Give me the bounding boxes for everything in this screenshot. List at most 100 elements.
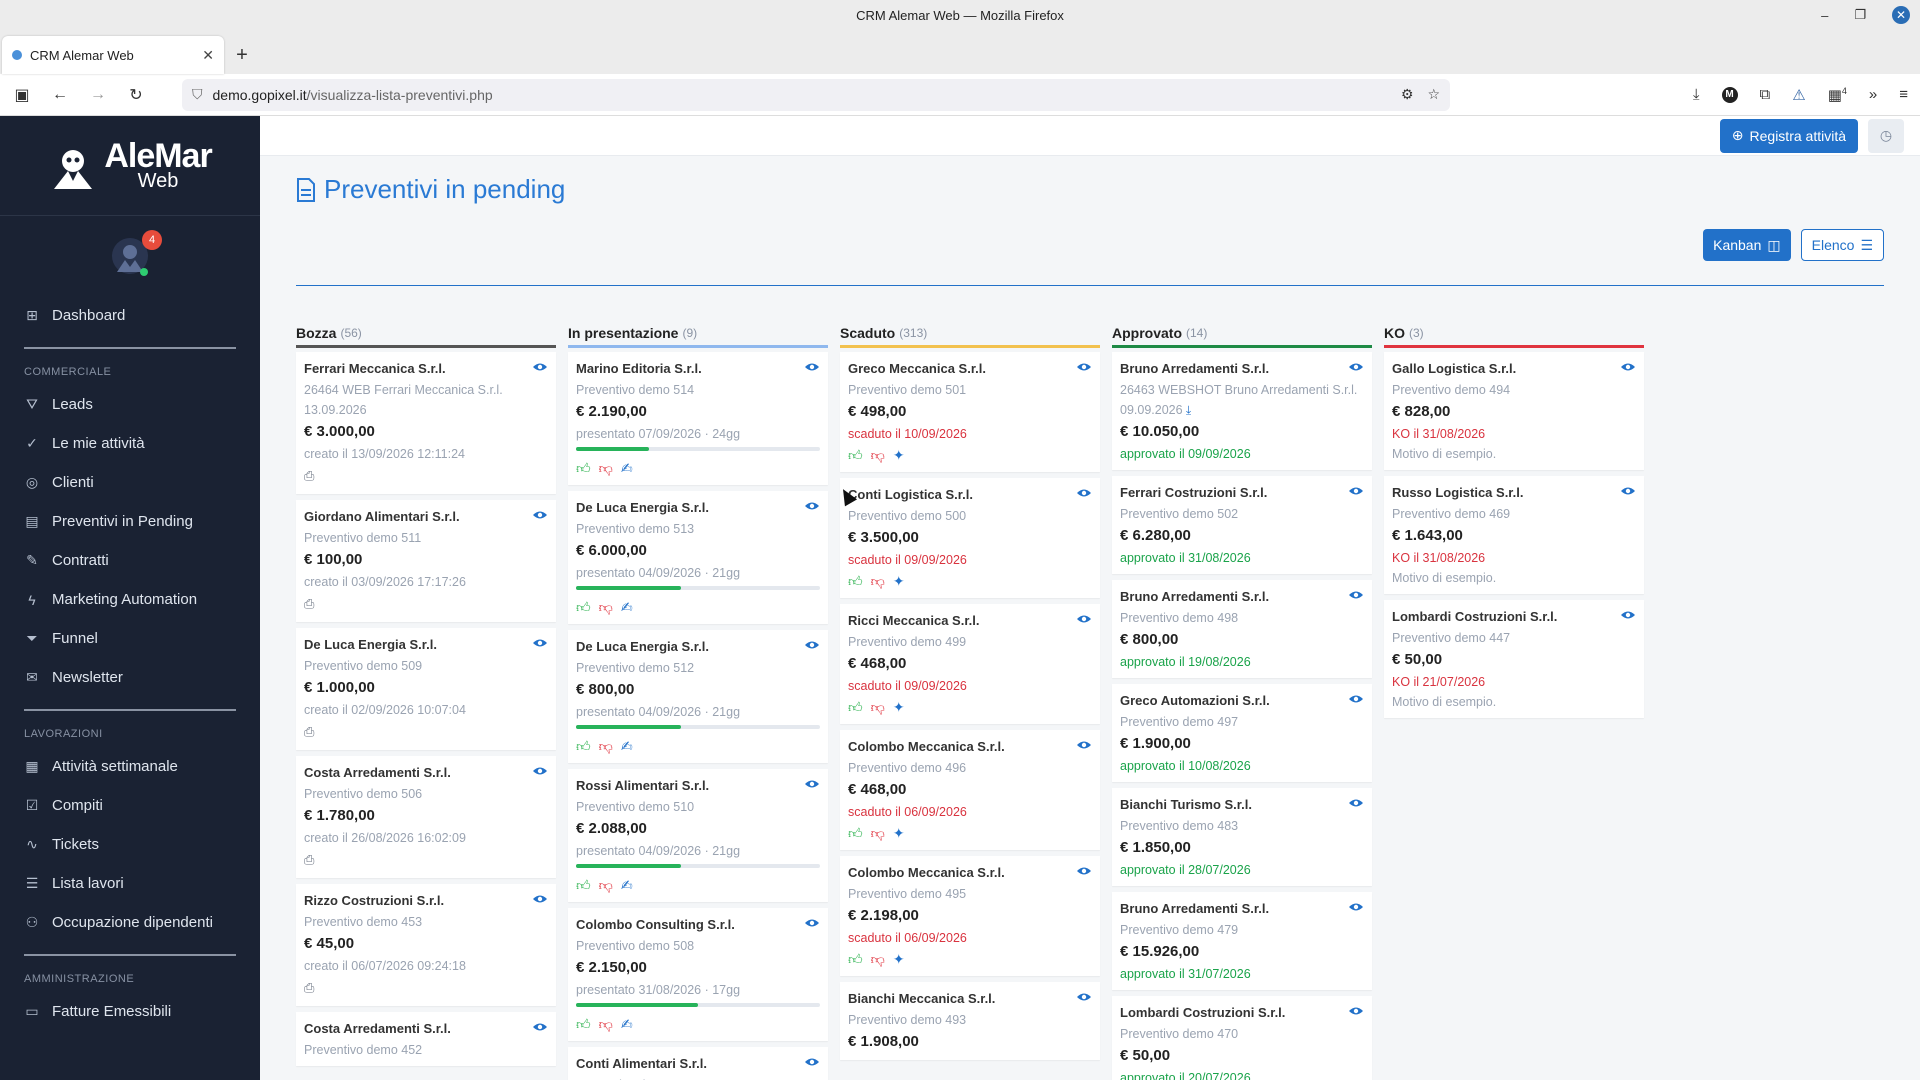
view-eye-icon[interactable] (804, 779, 820, 789)
history-button[interactable]: ◷ (1868, 118, 1904, 153)
quote-card[interactable]: Greco Meccanica S.r.l. Preventivo demo 50… (840, 352, 1100, 472)
menu-icon[interactable]: ≡ (1899, 86, 1908, 103)
view-eye-icon[interactable] (532, 362, 548, 372)
approve-thumbs-up-icon[interactable]: 👍︎ (576, 459, 591, 476)
quote-card[interactable]: Colombo Meccanica S.r.l. Preventivo demo … (840, 856, 1100, 976)
view-eye-icon[interactable] (1620, 362, 1636, 372)
extension-icon[interactable]: ⧉ (1759, 86, 1771, 103)
renew-wand-icon[interactable]: ✦ (892, 950, 905, 967)
renew-wand-icon[interactable]: ✦ (892, 824, 905, 841)
view-eye-icon[interactable] (1076, 614, 1092, 624)
quote-card[interactable]: Gallo Logistica S.r.l. Preventivo demo 49… (1384, 352, 1644, 470)
reject-thumbs-down-icon[interactable]: 👎︎ (598, 1015, 613, 1032)
view-eye-icon[interactable] (1620, 610, 1636, 620)
sidebar-item-lista-lavori[interactable]: ☰ Lista lavori (0, 864, 260, 903)
download-icon[interactable]: ⤓ (1692, 86, 1700, 103)
view-eye-icon[interactable] (804, 1057, 820, 1067)
sidebar-item-occupazione-dipendenti[interactable]: ⚇ Occupazione dipendenti (0, 903, 260, 942)
approve-thumbs-up-icon[interactable]: 👍︎ (576, 876, 591, 893)
view-eye-icon[interactable] (1348, 1006, 1364, 1016)
print-icon[interactable]: ⎙ (304, 980, 315, 995)
approve-thumbs-up-icon[interactable]: 👍︎ (848, 950, 863, 967)
view-eye-icon[interactable] (1076, 992, 1092, 1002)
edit-signature-icon[interactable]: ✍ (620, 459, 633, 476)
view-eye-icon[interactable] (532, 894, 548, 904)
sidebar-item-newsletter[interactable]: ✉ Newsletter (0, 658, 260, 697)
back-icon[interactable]: ← (52, 85, 68, 103)
print-icon[interactable]: ⎙ (304, 468, 315, 483)
download-icon[interactable]: ⤓ (1182, 403, 1192, 417)
avatar[interactable]: 4 (112, 230, 162, 276)
quote-card[interactable]: Bruno Arredamenti S.r.l. 26463 WEBSHOT Br… (1112, 352, 1372, 470)
view-eye-icon[interactable] (1348, 902, 1364, 912)
url-bar[interactable]: ⛉ demo.gopixel.it/visualizza-lista-preve… (182, 78, 1450, 111)
quote-card[interactable]: Greco Automazioni S.r.l. Preventivo demo … (1112, 684, 1372, 782)
quote-card[interactable]: De Luca Energia S.r.l. Preventivo demo 51… (568, 491, 828, 624)
sidebar-item-compiti[interactable]: ☑ Compiti (0, 786, 260, 825)
tab-close-icon[interactable]: ✕ (202, 46, 214, 63)
approve-thumbs-up-icon[interactable]: 👍︎ (848, 824, 863, 841)
edit-signature-icon[interactable]: ✍ (620, 1015, 633, 1032)
kanban-view-button[interactable]: Kanban ◫ (1703, 229, 1791, 261)
notification-badge[interactable]: 4 (142, 230, 162, 250)
sidebar-item-dashboard[interactable]: ⊞ Dashboard (0, 296, 260, 335)
quote-card[interactable]: Russo Logistica S.r.l. Preventivo demo 46… (1384, 476, 1644, 594)
view-eye-icon[interactable] (1348, 362, 1364, 372)
sidebar-item-le-mie-attivit[interactable]: ✓ Le mie attività (0, 424, 260, 463)
sidebar-item-marketing-automation[interactable]: ϟ Marketing Automation (0, 580, 260, 619)
close-window-icon[interactable]: ✕ (1892, 6, 1910, 24)
edit-signature-icon[interactable]: ✍ (620, 876, 633, 893)
sidebar-item-leads[interactable]: ⛛ Leads (0, 385, 260, 424)
quote-card[interactable]: Ricci Meccanica S.r.l. Preventivo demo 49… (840, 604, 1100, 724)
sidebar-item-clienti[interactable]: ◎ Clienti (0, 463, 260, 502)
edit-signature-icon[interactable]: ✍ (620, 598, 633, 615)
renew-wand-icon[interactable]: ✦ (892, 572, 905, 589)
sidebar-item-contratti[interactable]: ✎ Contratti (0, 541, 260, 580)
quote-card[interactable]: Conti Alimentari S.r.l. Preventivo demo 5… (568, 1047, 828, 1080)
quote-card[interactable]: Rizzo Costruzioni S.r.l. Preventivo demo … (296, 884, 556, 1006)
app-logo[interactable]: AleMar Web (0, 116, 260, 216)
quote-card[interactable]: Ferrari Meccanica S.r.l. 26464 WEB Ferrar… (296, 352, 556, 494)
list-view-button[interactable]: Elenco ☰ (1800, 229, 1884, 261)
browser-tab[interactable]: CRM Alemar Web ✕ (2, 36, 224, 74)
approve-thumbs-up-icon[interactable]: 👍︎ (848, 446, 863, 463)
quote-card[interactable]: Lombardi Costruzioni S.r.l. Preventivo de… (1112, 996, 1372, 1080)
reader-icon[interactable]: ⚙ (1400, 86, 1414, 102)
sidebar-item-fatture-emessibili[interactable]: ▭ Fatture Emessibili (0, 992, 260, 1031)
view-eye-icon[interactable] (532, 766, 548, 776)
view-eye-icon[interactable] (804, 640, 820, 650)
quote-card[interactable]: Colombo Consulting S.r.l. Preventivo demo… (568, 908, 828, 1041)
reject-thumbs-down-icon[interactable]: 👎︎ (870, 572, 885, 589)
reject-thumbs-down-icon[interactable]: 👎︎ (870, 824, 885, 841)
sidebar-item-attivit-settimanale[interactable]: ▦ Attività settimanale (0, 747, 260, 786)
edit-signature-icon[interactable]: ✍ (620, 737, 633, 754)
reload-icon[interactable]: ↻ (129, 86, 143, 104)
bookmark-star-icon[interactable]: ☆ (1427, 86, 1440, 102)
quote-card[interactable]: Costa Arredamenti S.r.l. Preventivo demo … (296, 1012, 556, 1066)
shield-icon[interactable]: ⛉ (192, 86, 203, 102)
approve-thumbs-up-icon[interactable]: 👍︎ (576, 737, 591, 754)
quote-card[interactable]: Rossi Alimentari S.r.l. Preventivo demo 5… (568, 769, 828, 902)
view-eye-icon[interactable] (1348, 798, 1364, 808)
new-tab-icon[interactable]: + (236, 43, 248, 66)
approve-thumbs-up-icon[interactable]: 👍︎ (848, 572, 863, 589)
view-eye-icon[interactable] (532, 638, 548, 648)
quote-card[interactable]: Conti Logistica S.r.l. Preventivo demo 50… (840, 478, 1100, 598)
view-eye-icon[interactable] (532, 510, 548, 520)
view-eye-icon[interactable] (1076, 488, 1092, 498)
quote-card[interactable]: Bianchi Turismo S.r.l. Preventivo demo 48… (1112, 788, 1372, 886)
view-eye-icon[interactable] (1076, 740, 1092, 750)
renew-wand-icon[interactable]: ✦ (892, 446, 905, 463)
quote-card[interactable]: Costa Arredamenti S.r.l. Preventivo demo … (296, 756, 556, 878)
view-eye-icon[interactable] (1076, 866, 1092, 876)
view-eye-icon[interactable] (804, 918, 820, 928)
minimize-icon[interactable]: – (1821, 7, 1829, 23)
view-eye-icon[interactable] (1076, 362, 1092, 372)
quote-card[interactable]: De Luca Energia S.r.l. Preventivo demo 51… (568, 630, 828, 763)
print-icon[interactable]: ⎙ (304, 852, 315, 867)
view-eye-icon[interactable] (532, 1022, 548, 1032)
reject-thumbs-down-icon[interactable]: 👎︎ (598, 737, 613, 754)
reject-thumbs-down-icon[interactable]: 👎︎ (598, 459, 613, 476)
print-icon[interactable]: ⎙ (304, 724, 315, 739)
reject-thumbs-down-icon[interactable]: 👎︎ (598, 598, 613, 615)
